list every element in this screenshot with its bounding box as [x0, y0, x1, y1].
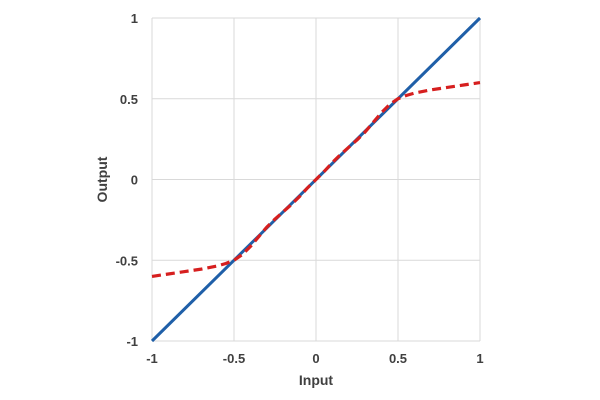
- x-tick-label: 0.5: [389, 351, 407, 366]
- series-group: [150, 16, 482, 343]
- x-tick-label: 1: [476, 351, 483, 366]
- y-tick-labels: -1 -0.5 0 0.5 1: [116, 11, 138, 349]
- y-tick-label: 1: [131, 11, 138, 26]
- grid: [151, 17, 481, 342]
- x-tick-labels: -1 -0.5 0 0.5 1: [146, 351, 483, 366]
- y-axis-title: Output: [94, 156, 110, 202]
- series-line-2-dashed: [151, 81, 481, 278]
- x-tick-label: -1: [146, 351, 158, 366]
- y-tick-label: -1: [126, 334, 138, 349]
- x-tick-label: 0: [312, 351, 319, 366]
- y-tick-label: -0.5: [116, 253, 138, 268]
- x-axis-title: Input: [299, 372, 334, 388]
- y-tick-label: 0.5: [120, 92, 138, 107]
- x-tick-label: -0.5: [223, 351, 245, 366]
- y-tick-label: 0: [131, 173, 138, 188]
